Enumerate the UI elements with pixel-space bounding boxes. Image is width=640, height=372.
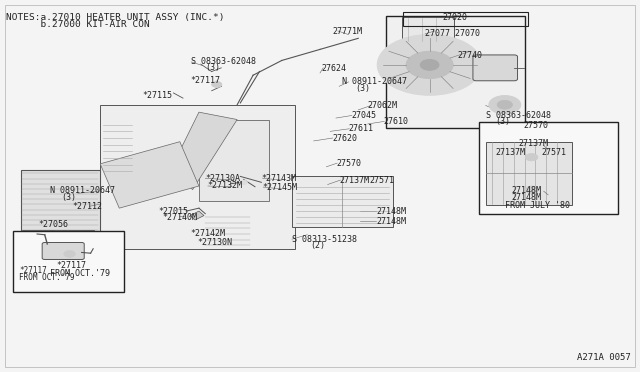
Text: *27142M: *27142M (190, 229, 225, 238)
Text: 27570: 27570 (524, 121, 549, 130)
Text: (3): (3) (356, 84, 371, 93)
Text: *27130A: *27130A (205, 174, 240, 183)
Text: 27137M: 27137M (340, 176, 370, 185)
Text: *27145M: *27145M (262, 183, 298, 192)
Text: 27062M: 27062M (367, 101, 397, 110)
Text: S 08363-62048: S 08363-62048 (486, 110, 550, 120)
Text: (3): (3) (205, 63, 220, 72)
FancyBboxPatch shape (479, 122, 618, 214)
Text: 27571: 27571 (370, 176, 395, 185)
Text: *27117: *27117 (19, 266, 47, 275)
FancyBboxPatch shape (473, 55, 518, 81)
Text: 27610: 27610 (384, 117, 409, 126)
Text: FROM JULY '80: FROM JULY '80 (505, 201, 570, 211)
Text: *27130N: *27130N (198, 238, 233, 247)
Text: N 08911-20647: N 08911-20647 (342, 77, 407, 86)
Text: S 08363-62048: S 08363-62048 (191, 57, 256, 67)
Text: *27117: *27117 (56, 261, 86, 270)
Text: (3): (3) (61, 193, 76, 202)
Text: FROM OCT.'79: FROM OCT.'79 (19, 273, 75, 282)
Text: 27045: 27045 (351, 111, 376, 120)
Circle shape (525, 154, 538, 161)
Text: 27148M: 27148M (376, 217, 406, 226)
Text: 27020: 27020 (442, 13, 467, 22)
Text: (3): (3) (495, 117, 510, 126)
Circle shape (497, 100, 513, 109)
Text: *27112: *27112 (73, 202, 103, 211)
FancyBboxPatch shape (13, 231, 124, 292)
Circle shape (64, 251, 76, 257)
Text: *27117: *27117 (190, 76, 220, 85)
Text: 27611: 27611 (348, 124, 373, 133)
Text: *27132M: *27132M (207, 182, 242, 190)
Text: 27148M: 27148M (511, 193, 541, 202)
Text: 27620: 27620 (332, 134, 357, 142)
FancyBboxPatch shape (20, 170, 100, 233)
Text: 27624: 27624 (322, 64, 347, 73)
Text: 27077 27070: 27077 27070 (425, 29, 480, 38)
Text: A271A 0057: A271A 0057 (577, 353, 631, 362)
Text: NOTES:a.27010 HEATER UNIT ASSY (INC.*): NOTES:a.27010 HEATER UNIT ASSY (INC.*) (6, 13, 225, 22)
Circle shape (489, 96, 521, 114)
FancyBboxPatch shape (42, 243, 84, 260)
FancyBboxPatch shape (199, 119, 269, 201)
Text: FROM OCT.'79: FROM OCT.'79 (50, 269, 110, 278)
Text: b.27000 KIT-AIR CON: b.27000 KIT-AIR CON (6, 20, 150, 29)
Circle shape (525, 186, 538, 193)
Circle shape (420, 60, 439, 70)
FancyBboxPatch shape (486, 142, 572, 205)
Text: *27115: *27115 (143, 91, 173, 100)
Polygon shape (190, 211, 204, 220)
Text: 27570: 27570 (337, 159, 362, 169)
Text: N 08911-20647: N 08911-20647 (50, 186, 115, 195)
Text: *27015: *27015 (158, 206, 188, 216)
Circle shape (240, 180, 247, 185)
Text: *27056: *27056 (38, 220, 68, 229)
Text: 27740: 27740 (458, 51, 483, 60)
Text: *27140M: *27140M (162, 213, 197, 222)
Circle shape (406, 51, 453, 78)
Text: 27148M: 27148M (376, 206, 406, 216)
FancyBboxPatch shape (22, 230, 94, 239)
Text: 27137M: 27137M (519, 140, 549, 148)
Text: *27143M: *27143M (261, 174, 296, 183)
FancyBboxPatch shape (100, 105, 294, 249)
Text: (2): (2) (310, 241, 325, 250)
FancyBboxPatch shape (292, 176, 393, 227)
Polygon shape (173, 112, 237, 190)
Polygon shape (100, 142, 199, 208)
FancyBboxPatch shape (387, 16, 525, 128)
FancyBboxPatch shape (401, 17, 454, 42)
Circle shape (378, 35, 482, 95)
Text: S 08313-51238: S 08313-51238 (292, 235, 357, 244)
Text: 27571: 27571 (541, 148, 567, 157)
Circle shape (212, 81, 222, 87)
Text: 27771M: 27771M (332, 27, 362, 36)
Text: 27148M: 27148M (511, 186, 541, 195)
Text: 27137M: 27137M (496, 148, 526, 157)
